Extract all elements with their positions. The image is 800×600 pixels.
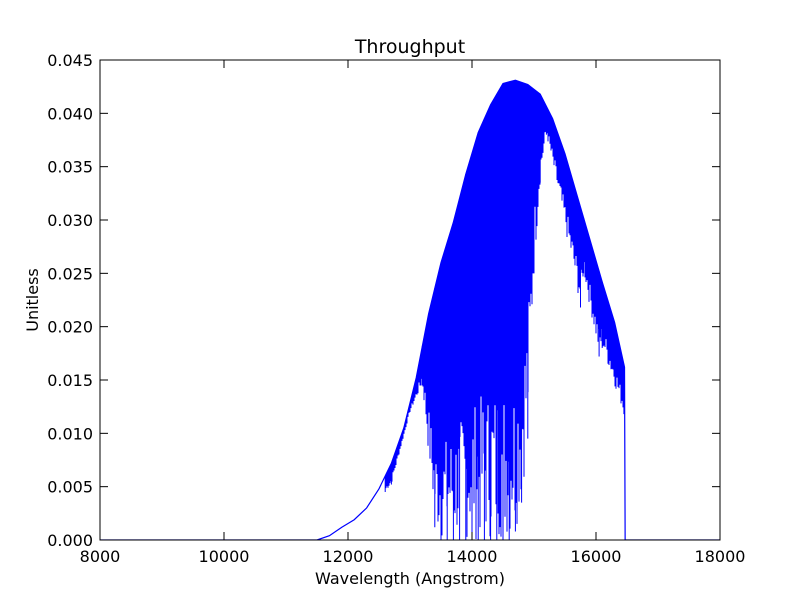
plot-frame (99, 59, 721, 541)
x-tick-label: 14000 (447, 547, 498, 566)
data-layer (100, 79, 720, 540)
absorption-band (385, 80, 624, 540)
y-axis-title: Unitless (23, 268, 42, 332)
y-tick-label: 0.015 (47, 371, 93, 390)
x-axis-title: Wavelength (Angstrom) (315, 569, 505, 588)
x-tick-label: 10000 (199, 547, 250, 566)
y-tick-label: 0.035 (47, 158, 93, 177)
x-tick-label: 8000 (80, 547, 121, 566)
x-tick-label: 18000 (695, 547, 746, 566)
throughput-envelope-line (100, 79, 720, 540)
y-tick-label: 0.020 (47, 318, 93, 337)
y-tick-label: 0.030 (47, 211, 93, 230)
y-tick-label: 0.010 (47, 424, 93, 443)
ticks-layer: 8000 10000 12000 14000 16000 18000 0.000 0.005 0… (47, 51, 745, 566)
x-tick-label: 12000 (323, 547, 374, 566)
x-tick-label: 16000 (571, 547, 622, 566)
y-tick-label: 0.045 (47, 51, 93, 70)
chart-title: Throughput (354, 36, 465, 58)
y-tick-label: 0.040 (47, 104, 93, 123)
y-tick-label: 0.005 (47, 478, 93, 497)
y-tick-label: 0.025 (47, 264, 93, 283)
y-tick-label: 0.000 (47, 531, 93, 550)
